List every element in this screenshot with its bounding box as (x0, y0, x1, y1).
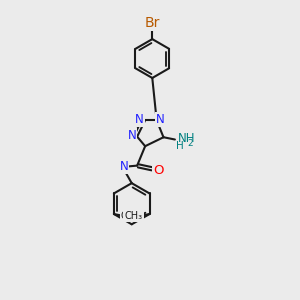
Text: CH₃: CH₃ (121, 211, 139, 221)
Text: CH₃: CH₃ (124, 211, 142, 221)
Text: Br: Br (145, 16, 160, 30)
Text: N: N (135, 113, 144, 126)
Text: O: O (153, 164, 164, 177)
Text: NH: NH (178, 132, 196, 145)
Text: N: N (128, 129, 136, 142)
Text: N: N (119, 160, 128, 173)
Text: 2: 2 (188, 139, 193, 148)
Text: H: H (117, 159, 125, 169)
Text: N: N (156, 113, 165, 126)
Text: H: H (176, 141, 184, 152)
